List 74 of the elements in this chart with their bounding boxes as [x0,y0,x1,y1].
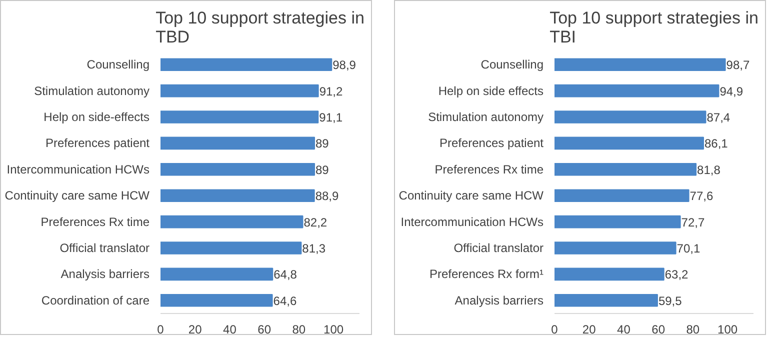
data-label: 89 [316,162,330,177]
x-tick-label: 60 [652,322,666,336]
bar [160,84,319,98]
data-label: 87,4 [706,110,730,124]
data-label: 98,7 [726,58,750,72]
y-tick-label: Stimulation autonomy [428,110,544,124]
bar [160,189,315,202]
bar [160,110,319,124]
data-label: 63,2 [664,268,689,282]
y-tick-label: Continuity care same HCW [4,188,150,203]
chart-title: Top 10 support strategies in TBD [156,8,364,46]
y-tick-label: Preferences patient [45,136,150,150]
data-label: 64,6 [273,294,297,308]
data-label: 59,5 [658,294,682,308]
data-label: 88,9 [315,189,340,204]
data-label: 70,1 [676,242,700,256]
y-tick-label: Help on side-effects [44,110,150,124]
x-tick-label: 0 [157,322,164,336]
y-tick-label: Counselling [86,58,150,72]
bar [554,189,690,202]
y-tick-label: Stimulation autonomy [34,84,150,98]
bar [160,163,316,176]
y-tick-label: Official translator [454,241,544,255]
x-tick-label: 0 [551,322,558,336]
y-tick-label: Official translator [60,241,150,255]
bar [160,136,316,150]
bar [554,242,676,254]
y-tick-label: Analysis barriers [60,267,150,282]
data-label: 72,7 [681,215,705,230]
y-tick-label: Coordination of care [41,293,150,308]
y-tick-label: Analysis barriers [454,293,544,308]
x-tick-label: 20 [582,322,596,336]
data-label: 86,1 [704,136,728,151]
x-tick-label: 100 [718,322,738,336]
x-tick-label: 60 [258,322,272,336]
y-tick-label: Intercommunication HCWs [6,162,150,176]
x-tick-label: 40 [617,322,631,336]
x-tick-label: 100 [324,322,344,336]
x-tick-label: 20 [188,322,202,336]
x-tick-label: 40 [223,322,237,336]
y-tick-label: Preferences Rx time [434,162,544,176]
bar [160,294,273,307]
bar [554,215,681,228]
data-label: 81,8 [697,162,721,177]
bar [554,163,697,176]
bar [160,215,304,228]
bar [554,110,706,124]
x-tick-label: 80 [292,322,306,336]
bar [554,136,704,150]
data-label: 98,9 [332,58,356,72]
chart-title: Top 10 support strategies in TBI [550,8,758,46]
bar [554,268,664,281]
y-tick-label: Preferences patient [439,136,544,150]
data-label: 81,3 [302,242,326,256]
data-label: 77,6 [690,189,714,204]
data-label: 89 [316,136,330,151]
data-label: 91,2 [319,84,343,98]
data-label: 64,8 [274,268,298,282]
data-label: 82,2 [304,215,328,230]
y-tick-label: Continuity care same HCW [398,188,544,203]
bar [554,294,658,307]
y-tick-label: Help on side effects [438,84,544,98]
bar [160,242,302,254]
data-label: 91,1 [319,110,343,124]
y-tick-label: Preferences Rx form¹ [429,267,544,282]
bar [554,84,720,98]
bar [554,58,726,71]
bar [160,58,332,71]
y-tick-label: Counselling [480,58,544,72]
x-tick-label: 80 [686,322,700,336]
y-tick-label: Intercommunication HCWs [400,214,544,229]
y-tick-label: Preferences Rx time [40,214,150,229]
data-label: 94,9 [720,84,744,98]
bar [160,268,274,281]
